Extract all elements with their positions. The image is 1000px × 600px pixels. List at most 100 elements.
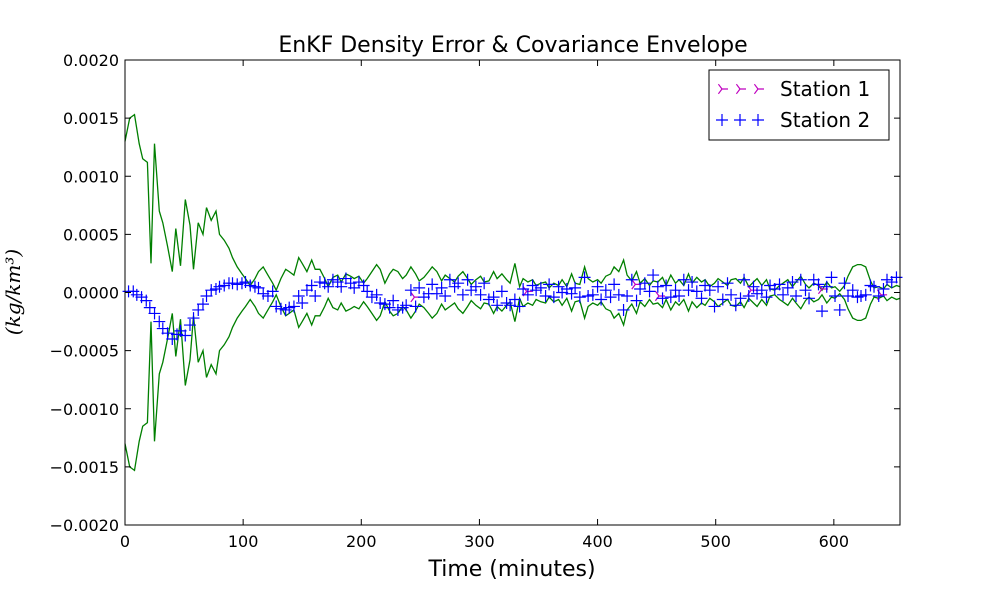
station-2-point (708, 300, 721, 313)
station-2-point (777, 288, 790, 301)
legend-marker (716, 114, 728, 126)
station-2-point (656, 292, 669, 305)
station-2-point (716, 293, 729, 306)
station-2-point (591, 280, 604, 293)
station-2-point (187, 312, 200, 325)
station-2-point (156, 322, 169, 335)
station-2-point (690, 285, 703, 298)
station-2-point (586, 288, 599, 301)
station-2-point (630, 294, 643, 307)
station-2-point (573, 291, 586, 304)
y-axis: −0.0020 −0.0015 −0.0010 −0.0005 0.0000 0.0005… (50, 51, 900, 535)
station-2-point (725, 288, 738, 301)
station-2-point (148, 307, 161, 320)
station-2-point (270, 300, 283, 313)
station-2-point (244, 279, 257, 292)
station-2-point (474, 288, 487, 301)
station-2-point (261, 289, 274, 302)
station-2-point (838, 277, 851, 290)
station-2-point (452, 277, 465, 290)
station-2-point (699, 279, 712, 292)
station-2-point (361, 285, 374, 298)
station-2-point (335, 280, 348, 293)
x-tick-label: 400 (582, 532, 613, 551)
station-2-point (578, 271, 591, 284)
station-2-point (205, 284, 218, 297)
station-2-point (266, 285, 279, 298)
y-tick-label: −0.0010 (50, 400, 119, 419)
station-2-point (872, 289, 885, 302)
station-2-point (608, 278, 621, 291)
station-2-point (617, 303, 630, 316)
chart-title: EnKF Density Error & Covariance Envelope (278, 33, 747, 58)
plot-series (122, 113, 903, 472)
station-2-point (322, 280, 335, 293)
station-2-point (773, 278, 786, 291)
y-tick-label: −0.0005 (50, 342, 119, 361)
legend-label-station-1: Station 1 (780, 77, 870, 101)
station-2-point (747, 280, 760, 293)
station-2-point (729, 299, 742, 312)
station-2-point (712, 280, 725, 293)
station-2-point (781, 281, 794, 294)
x-axis-label: Time (minutes) (427, 557, 595, 582)
x-tick-label: 500 (700, 532, 731, 551)
station-2-point (504, 299, 517, 312)
station-2-point (612, 288, 625, 301)
station-2-point (161, 327, 174, 340)
station-2-point (391, 303, 404, 316)
station-2-point (807, 273, 820, 286)
station-2-point (257, 287, 270, 300)
station-2-point (387, 294, 400, 307)
station-2-point (742, 289, 755, 302)
station-2-point (859, 288, 872, 301)
station-2-point (309, 289, 322, 302)
station-2-point (365, 291, 378, 304)
legend-marker (734, 114, 746, 126)
envelope-line-3 (124, 292, 901, 472)
y-tick-label: 0.0000 (63, 284, 119, 303)
station-2-point (734, 292, 747, 305)
station-2-point (443, 273, 456, 286)
station-2-point (634, 283, 647, 296)
station-2-point (179, 329, 192, 342)
station-2-point (426, 278, 439, 291)
station-2-point (130, 288, 143, 301)
station-2-point (174, 324, 187, 337)
station-2-point (305, 279, 318, 292)
legend-marker-station-1 (717, 83, 764, 95)
x-tick-label: 300 (464, 532, 495, 551)
station-2-point (482, 293, 495, 306)
station-2-point (846, 284, 859, 297)
station-2-point (192, 303, 205, 316)
station-2-point (703, 284, 716, 297)
station-2-point (383, 301, 396, 314)
station-2-point (595, 293, 608, 306)
legend-marker (752, 114, 764, 126)
station-2-point (842, 289, 855, 302)
station-2-point (231, 278, 244, 291)
station-2-point (508, 293, 521, 306)
station-2-point (651, 280, 664, 293)
station-2-point (560, 283, 573, 296)
x-tick-label: 0 (120, 532, 130, 551)
station-2-point (885, 276, 898, 289)
station-2-point (625, 273, 638, 286)
station-2-point (213, 280, 226, 293)
station-2-point (313, 276, 326, 289)
legend-marker (753, 83, 764, 95)
station-2-point (374, 296, 387, 309)
station-2-point (877, 283, 890, 296)
y-tick-label: 0.0015 (63, 109, 119, 128)
station-2-point (296, 296, 309, 309)
legend-label-station-2: Station 2 (780, 108, 870, 132)
station-2-point (695, 292, 708, 305)
station-2-point (534, 281, 547, 294)
station-2-point (643, 285, 656, 298)
station-2-point (183, 319, 196, 332)
legend-marker (735, 83, 746, 95)
station-2-point (825, 271, 838, 284)
station-2-point (755, 284, 768, 297)
station-2-point (292, 289, 305, 302)
